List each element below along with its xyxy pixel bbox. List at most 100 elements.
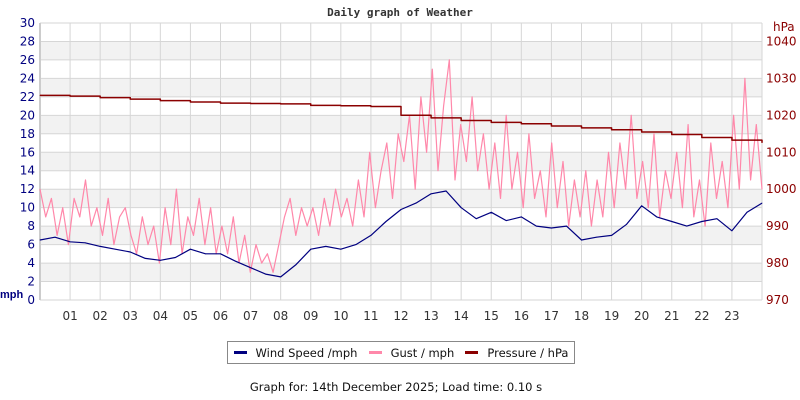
gust-mph-point (636, 198, 638, 199)
wind-speed-mph-point (310, 248, 312, 250)
legend-label-pressure: Pressure / hPa (487, 345, 569, 360)
gust-mph-point (301, 207, 302, 209)
x-tick-label: 02 (93, 309, 108, 323)
left-tick-label: 0 (27, 293, 35, 307)
wind-speed-mph-point (114, 248, 116, 250)
pressure-hpa-point (280, 103, 282, 105)
gust-mph-point (744, 78, 746, 79)
x-tick-label: 04 (153, 309, 168, 323)
wind-speed-mph-point (731, 230, 733, 232)
gust-mph-point (62, 207, 64, 209)
x-tick-label: 13 (423, 309, 438, 323)
gust-mph-point (414, 188, 416, 190)
gust-mph-point (562, 161, 564, 162)
wind-speed-mph-point (144, 258, 146, 259)
legend-label-gust: Gust / mph (390, 345, 455, 360)
pressure-hpa-point (400, 114, 402, 116)
gust-mph-point (369, 151, 371, 153)
gust-mph-point (204, 244, 206, 246)
x-tick-label: 05 (183, 309, 198, 323)
gust-mph-point (488, 188, 490, 190)
gust-mph-point (534, 198, 535, 199)
gust-mph-point (153, 225, 155, 227)
gust-mph-point (727, 207, 729, 209)
left-tick-label: 8 (27, 219, 35, 233)
gust-mph-point (568, 225, 570, 227)
wind-speed-mph-point (596, 236, 597, 238)
gust-mph-point (272, 271, 274, 273)
gust-mph-point (573, 179, 575, 181)
gust-mph-point (750, 179, 752, 181)
wind-speed-mph-point (190, 248, 191, 250)
gust-mph-point (73, 198, 75, 199)
wind-speed-mph-point (159, 259, 161, 261)
gust-mph-point (556, 207, 558, 209)
gust-mph-point (244, 234, 246, 236)
gust-mph-point (642, 161, 644, 162)
gust-mph-point (676, 151, 678, 153)
gust-mph-point (608, 151, 609, 153)
gust-mph-point (613, 207, 615, 209)
wind-speed-mph-point (235, 260, 236, 262)
pressure-hpa-point (641, 131, 643, 133)
wind-speed-mph-point (520, 216, 522, 218)
left-tick-label: 26 (20, 53, 35, 67)
gust-mph-point (448, 59, 450, 61)
wind-speed-mph-point (220, 253, 221, 255)
x-tick-label: 09 (303, 309, 318, 323)
gust-mph-point (96, 207, 98, 209)
wind-speed-mph-point (761, 202, 763, 204)
gust-mph-point (647, 207, 649, 209)
chart-title: Daily graph of Weather (327, 6, 473, 19)
gust-mph-point (85, 179, 86, 181)
gust-mph-point (295, 234, 297, 236)
wind-speed-mph-point (671, 221, 673, 222)
gust-mph-point (403, 161, 405, 162)
x-tick-label: 07 (243, 309, 258, 323)
gust-mph-point (79, 216, 81, 218)
wind-speed-mph-point (385, 221, 387, 222)
left-tick-label: 6 (27, 238, 35, 252)
pressure-hpa-point (490, 121, 492, 123)
wind-speed-mph-point (490, 211, 492, 213)
gust-mph-point (187, 216, 189, 218)
gust-mph-point (585, 170, 587, 172)
x-tick-label: 06 (213, 309, 228, 323)
gust-mph-point (227, 253, 229, 255)
gust-mph-point (431, 68, 433, 70)
right-tick-label: 990 (766, 219, 789, 233)
gust-mph-point (170, 244, 172, 246)
grid-lines (39, 22, 763, 301)
left-tick-label: 30 (20, 16, 35, 30)
gust-mph-point (39, 188, 41, 190)
gust-mph-point (670, 198, 672, 199)
pressure-hpa-point (611, 129, 612, 131)
gust-mph-point (471, 96, 473, 98)
gust-mph-point (721, 161, 723, 162)
gust-mph-point (733, 114, 734, 116)
gust-mph-point (596, 179, 598, 181)
x-tick-label: 10 (333, 309, 348, 323)
wind-speed-mph-point (430, 193, 432, 195)
gust-mph-point (357, 179, 359, 181)
gust-mph-point (335, 188, 337, 190)
gust-mph-point (500, 198, 501, 199)
gust-mph-point (158, 262, 160, 264)
x-tick-label: 18 (574, 309, 589, 323)
gust-mph-point (90, 225, 92, 227)
wind-speed-mph-point (626, 223, 628, 225)
left-tick-label: 10 (20, 201, 35, 215)
left-tick-label: 14 (20, 164, 35, 178)
gust-mph-point (602, 216, 604, 218)
pressure-hpa-point (551, 125, 552, 127)
wind-speed-mph-point (566, 225, 567, 227)
wind-speed-mph-point (581, 239, 582, 241)
left-tick-label: 24 (20, 71, 35, 85)
left-tick-label: 4 (27, 256, 35, 270)
gust-mph-point (164, 207, 166, 209)
gust-mph-point (221, 225, 223, 227)
x-tick-label: 20 (634, 309, 649, 323)
pressure-hpa-point (520, 123, 522, 125)
pressure-hpa-point (581, 127, 582, 129)
right-tick-label: 1020 (766, 108, 797, 122)
